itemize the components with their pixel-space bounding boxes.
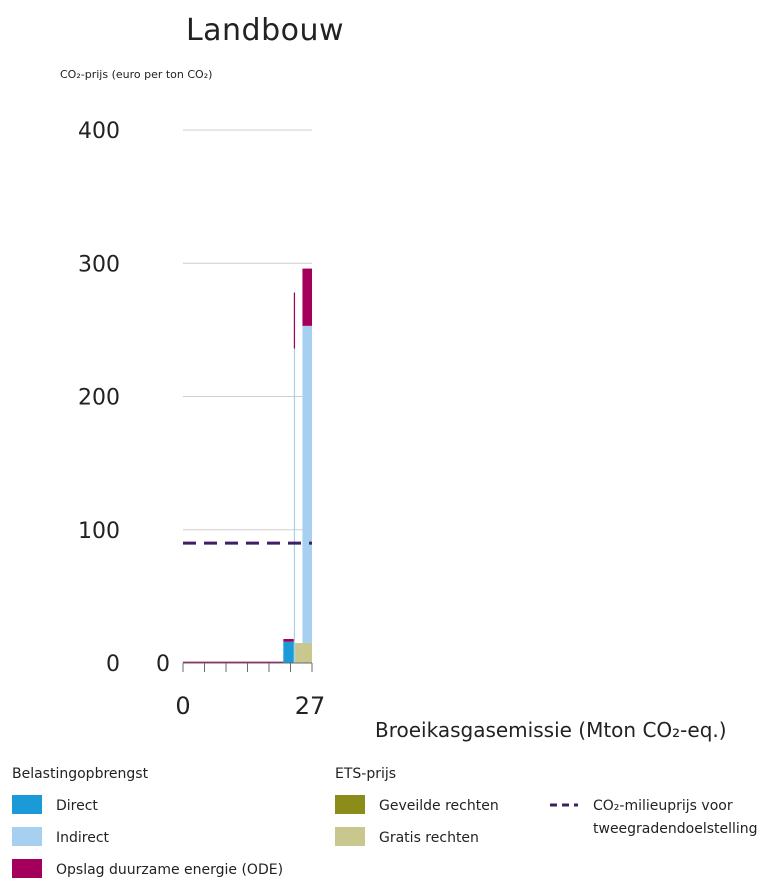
y-tick-label: 0 — [106, 652, 120, 677]
bar-segment — [302, 268, 312, 326]
legend-swatch-ode — [12, 859, 42, 878]
legend-label-gratis: Gratis rechten — [379, 830, 479, 846]
legend-heading-ets: ETS-prijs — [335, 766, 396, 782]
x-tick-label: 0 — [175, 692, 190, 720]
bar-segment — [293, 292, 296, 349]
x-tick-labels: 0 27 — [175, 692, 325, 720]
bars — [183, 268, 312, 663]
legend-label-milieuprijs-1: CO₂-milieuprijs voor — [593, 798, 733, 814]
legend-label-direct: Direct — [56, 798, 98, 814]
x-axis — [182, 662, 313, 672]
y-tick-label: 100 — [78, 519, 120, 544]
bar-segment — [302, 643, 312, 663]
x-axis-label: Broeikasgasemissie (Mton CO₂-eq.) — [375, 718, 727, 742]
bar-segment — [302, 325, 312, 644]
bar-segment — [293, 292, 296, 663]
legend-label-ode: Opslag duurzame energie (ODE) — [56, 862, 283, 878]
y-axis-label: CO₂-prijs (euro per ton CO₂) — [60, 68, 212, 81]
gridlines — [183, 129, 312, 531]
legend-label-geveilde: Geveilde rechten — [379, 798, 499, 814]
bar-segment — [183, 661, 284, 663]
y-tick-label: 200 — [78, 386, 120, 411]
legend-label-indirect: Indirect — [56, 830, 110, 846]
legend-swatch-gratis — [335, 827, 365, 846]
legend-swatch-indirect — [12, 827, 42, 846]
y-tick-labels: 0 100 200 300 400 0 — [78, 119, 170, 677]
bar-segment — [283, 641, 294, 663]
legend-swatch-direct — [12, 795, 42, 814]
bar-segment — [295, 643, 303, 663]
bar-segment — [283, 639, 294, 642]
legend-swatch-geveilde — [335, 795, 365, 814]
y-origin-label: 0 — [156, 652, 170, 677]
legend-heading-belasting: Belastingopbrengst — [12, 766, 149, 782]
chart-title: Landbouw — [186, 13, 344, 48]
legend-label-milieuprijs-2: tweegradendoelstelling — [593, 821, 758, 837]
legend: Belastingopbrengst Direct Indirect Opsla… — [12, 766, 758, 878]
y-tick-label: 300 — [78, 252, 120, 277]
x-tick-label: 27 — [295, 692, 326, 720]
y-tick-label: 400 — [78, 119, 120, 144]
